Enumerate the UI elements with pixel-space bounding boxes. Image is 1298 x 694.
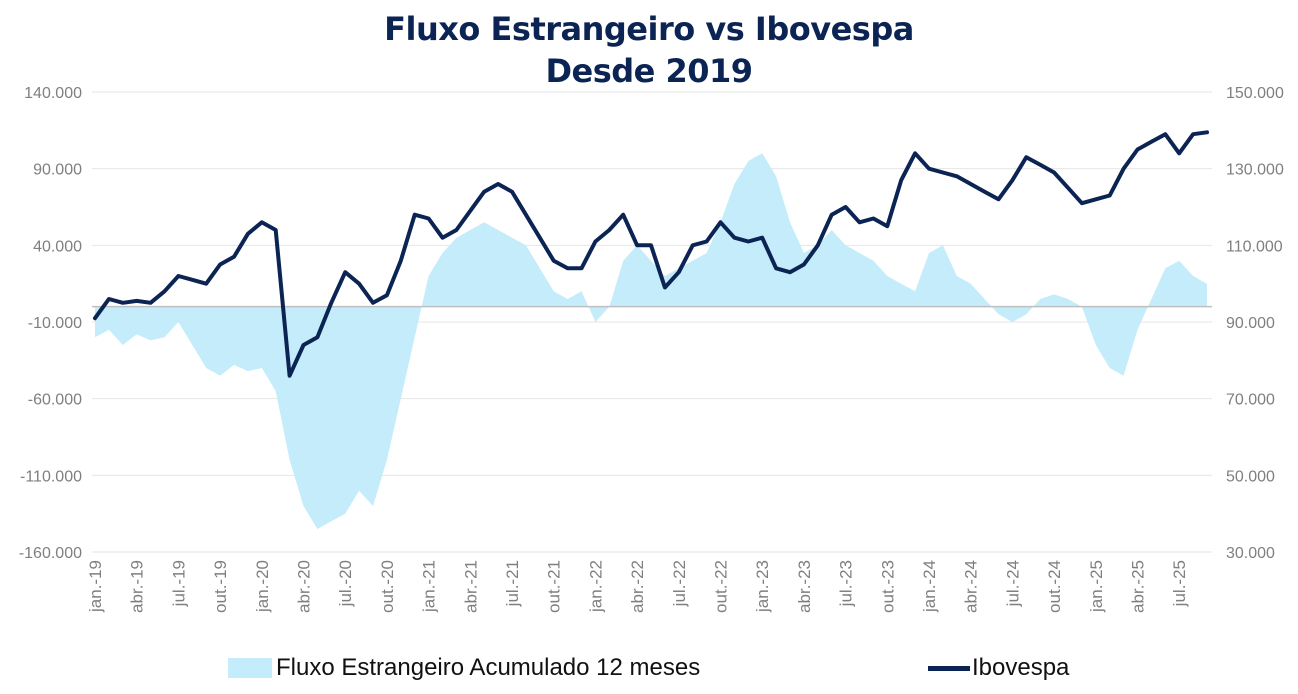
legend-swatch-line — [928, 665, 970, 671]
area-series — [95, 153, 1207, 530]
y-left-tick-label: -60.000 — [28, 392, 82, 409]
legend-item-line: Ibovespa — [928, 654, 1069, 682]
legend-label-line: Ibovespa — [972, 654, 1070, 681]
x-tick-label: out.-21 — [545, 560, 564, 613]
y-left-tick-label: 40.000 — [33, 238, 82, 255]
chart-title: Fluxo Estrangeiro vs Ibovespa — [384, 10, 914, 48]
y-left-tick-label: 90.000 — [33, 162, 82, 179]
x-tick-label: jan.-25 — [1087, 560, 1106, 613]
x-tick-label: jul.-22 — [670, 560, 689, 607]
y-left-tick-label: 140.000 — [24, 85, 82, 102]
x-axis: jan.-19 abr.-19 jul.-19 out.-19 jan.-20 abr.-… — [86, 560, 1189, 613]
legend: Fluxo Estrangeiro Acumulado 12 meses Ibo… — [0, 654, 1298, 688]
x-tick-label: abr.-20 — [295, 560, 314, 613]
y-right-tick-label: 30.000 — [1226, 545, 1275, 562]
chart-svg: 140.000 90.000 40.000 -10.000 -60.000 -110.00… — [19, 85, 1284, 613]
x-tick-label: abr.-19 — [128, 560, 147, 613]
x-tick-label: out.-19 — [211, 560, 230, 613]
area-fluxo-estrangeiro — [95, 153, 1207, 530]
y-left-tick-label: -160.000 — [19, 545, 82, 562]
x-tick-label: jan.-22 — [586, 560, 605, 613]
x-tick-label: jan.-23 — [753, 560, 772, 613]
y-right-tick-label: 150.000 — [1226, 85, 1284, 102]
x-tick-label: abr.-23 — [795, 560, 814, 613]
x-tick-label: abr.-24 — [962, 560, 981, 613]
y-right-tick-label: 90.000 — [1226, 315, 1275, 332]
x-tick-label: out.-24 — [1045, 560, 1064, 613]
x-tick-label: jul.-20 — [336, 560, 355, 607]
x-tick-label: jul.-24 — [1003, 560, 1022, 607]
x-tick-label: jul.-19 — [169, 560, 188, 607]
y-left-tick-label: -10.000 — [28, 315, 82, 332]
x-tick-label: jan.-20 — [253, 560, 272, 613]
x-tick-label: jan.-19 — [86, 560, 105, 613]
x-tick-label: abr.-25 — [1129, 560, 1148, 613]
x-tick-label: jan.-21 — [420, 560, 439, 613]
chart-subtitle: Desde 2019 — [545, 52, 753, 90]
x-tick-label: jul.-25 — [1170, 560, 1189, 607]
legend-label-area: Fluxo Estrangeiro Acumulado 12 meses — [276, 654, 701, 681]
y-right-tick-label: 70.000 — [1226, 392, 1275, 409]
x-tick-label: jul.-23 — [837, 560, 856, 607]
y-left-axis: 140.000 90.000 40.000 -10.000 -60.000 -110.00… — [19, 85, 82, 562]
x-tick-label: out.-22 — [712, 560, 731, 613]
x-tick-label: abr.-22 — [628, 560, 647, 613]
x-tick-label: abr.-21 — [461, 560, 480, 613]
x-tick-label: jul.-21 — [503, 560, 522, 607]
x-tick-label: jan.-24 — [920, 560, 939, 613]
legend-item-area: Fluxo Estrangeiro Acumulado 12 meses — [228, 654, 700, 682]
y-left-tick-label: -110.000 — [20, 468, 82, 485]
legend-swatch-area — [228, 658, 272, 678]
y-right-axis: 150.000 130.000 110.000 90.000 70.000 50.000 3… — [1226, 85, 1284, 562]
line-ibovespa — [93, 130, 1209, 378]
y-right-tick-label: 110.000 — [1226, 238, 1283, 255]
line-series — [93, 130, 1209, 378]
x-tick-label: out.-20 — [378, 560, 397, 613]
y-right-tick-label: 130.000 — [1226, 162, 1284, 179]
y-right-tick-label: 50.000 — [1226, 468, 1275, 485]
x-tick-label: out.-23 — [878, 560, 897, 613]
